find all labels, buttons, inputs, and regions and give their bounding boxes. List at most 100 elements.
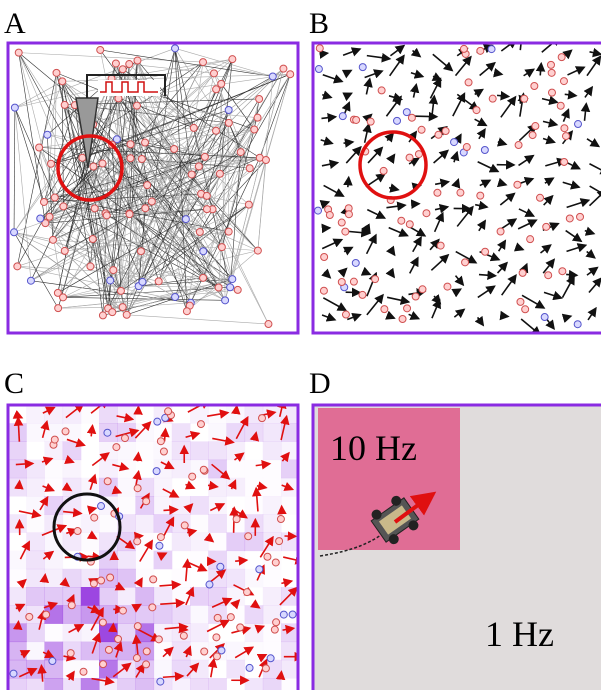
heat-cell [190, 514, 209, 533]
heat-cell [245, 496, 264, 515]
neuron [43, 611, 50, 618]
neuron [36, 144, 43, 151]
neuron [107, 574, 114, 581]
heat-cell [8, 532, 27, 551]
heat-cell [263, 423, 282, 442]
neuron [49, 236, 56, 243]
neuron [287, 71, 294, 78]
neuron [451, 139, 458, 146]
neuron [497, 228, 504, 235]
neuron [200, 274, 207, 281]
heat-cell [63, 532, 82, 551]
flow-arrow [19, 481, 20, 489]
neuron [213, 634, 220, 641]
neuron [46, 213, 53, 220]
neuron [353, 116, 360, 123]
neuron [200, 466, 207, 473]
neuron [315, 66, 322, 73]
neuron [481, 147, 488, 154]
heat-cell [172, 678, 191, 690]
neuron [403, 109, 410, 116]
heat-cell [154, 478, 173, 497]
neuron [144, 182, 151, 189]
neuron [156, 542, 163, 549]
heat-cell [81, 496, 100, 515]
neuron [98, 503, 105, 510]
neuron [127, 155, 134, 162]
neuron [91, 205, 98, 212]
neuron [262, 156, 269, 163]
heat-cell [208, 532, 227, 551]
flow-arrow [321, 53, 328, 54]
neuron [339, 113, 346, 120]
neuron [203, 192, 210, 199]
flow-arrow [566, 274, 577, 275]
neuron [577, 213, 584, 220]
heat-cell [172, 478, 191, 497]
neuron [216, 170, 223, 177]
heat-cell [44, 623, 63, 642]
neuron [561, 125, 568, 132]
neuron [119, 304, 126, 311]
neuron [237, 149, 244, 156]
neuron [59, 78, 66, 85]
neuron [245, 533, 252, 540]
neuron [61, 247, 68, 254]
heat-cell [135, 678, 154, 690]
neuron [527, 236, 534, 243]
neuron [99, 312, 106, 319]
neuron [259, 415, 266, 422]
neuron [188, 171, 195, 178]
heat-cell [154, 605, 173, 624]
neuron [419, 286, 426, 293]
neuron [80, 668, 87, 675]
neuron [316, 45, 323, 52]
neuron [434, 189, 441, 196]
heat-cell [135, 423, 154, 442]
neuron [218, 647, 225, 654]
heat-cell [263, 460, 282, 479]
neuron [545, 272, 552, 279]
neuron [143, 498, 150, 505]
neuron [201, 648, 208, 655]
neuron [559, 268, 566, 275]
flow-arrow [348, 177, 349, 187]
flow-arrow [18, 622, 19, 630]
neuron [408, 114, 415, 121]
neuron [406, 221, 413, 228]
panel-label: C [4, 367, 24, 400]
neuron [289, 611, 296, 618]
neuron [110, 267, 117, 274]
heat-cell [226, 460, 245, 479]
heat-cell [208, 478, 227, 497]
heat-cell [263, 623, 282, 642]
neuron [338, 278, 345, 285]
neuron [222, 297, 229, 304]
region-label: 10 Hz [330, 428, 417, 468]
neuron [575, 121, 582, 128]
heat-cell [208, 587, 227, 606]
neuron [566, 215, 573, 222]
neuron [338, 219, 345, 226]
neuron [148, 198, 155, 205]
neuron [172, 45, 179, 52]
neuron [378, 87, 385, 94]
flow-arrow [135, 536, 142, 537]
neuron [517, 298, 524, 305]
neuron [521, 95, 528, 102]
neuron [180, 632, 187, 639]
flow-arrow [164, 429, 165, 441]
neuron [200, 59, 207, 66]
neuron [262, 665, 269, 672]
neuron [153, 468, 160, 475]
neuron [113, 444, 120, 451]
neuron [256, 95, 263, 102]
neuron [321, 253, 328, 260]
neuron [229, 56, 236, 63]
neuron [225, 119, 232, 126]
heat-cell [81, 587, 100, 606]
neuron [342, 228, 349, 235]
neuron [412, 293, 419, 300]
neuron [90, 163, 97, 170]
neuron [60, 294, 67, 301]
